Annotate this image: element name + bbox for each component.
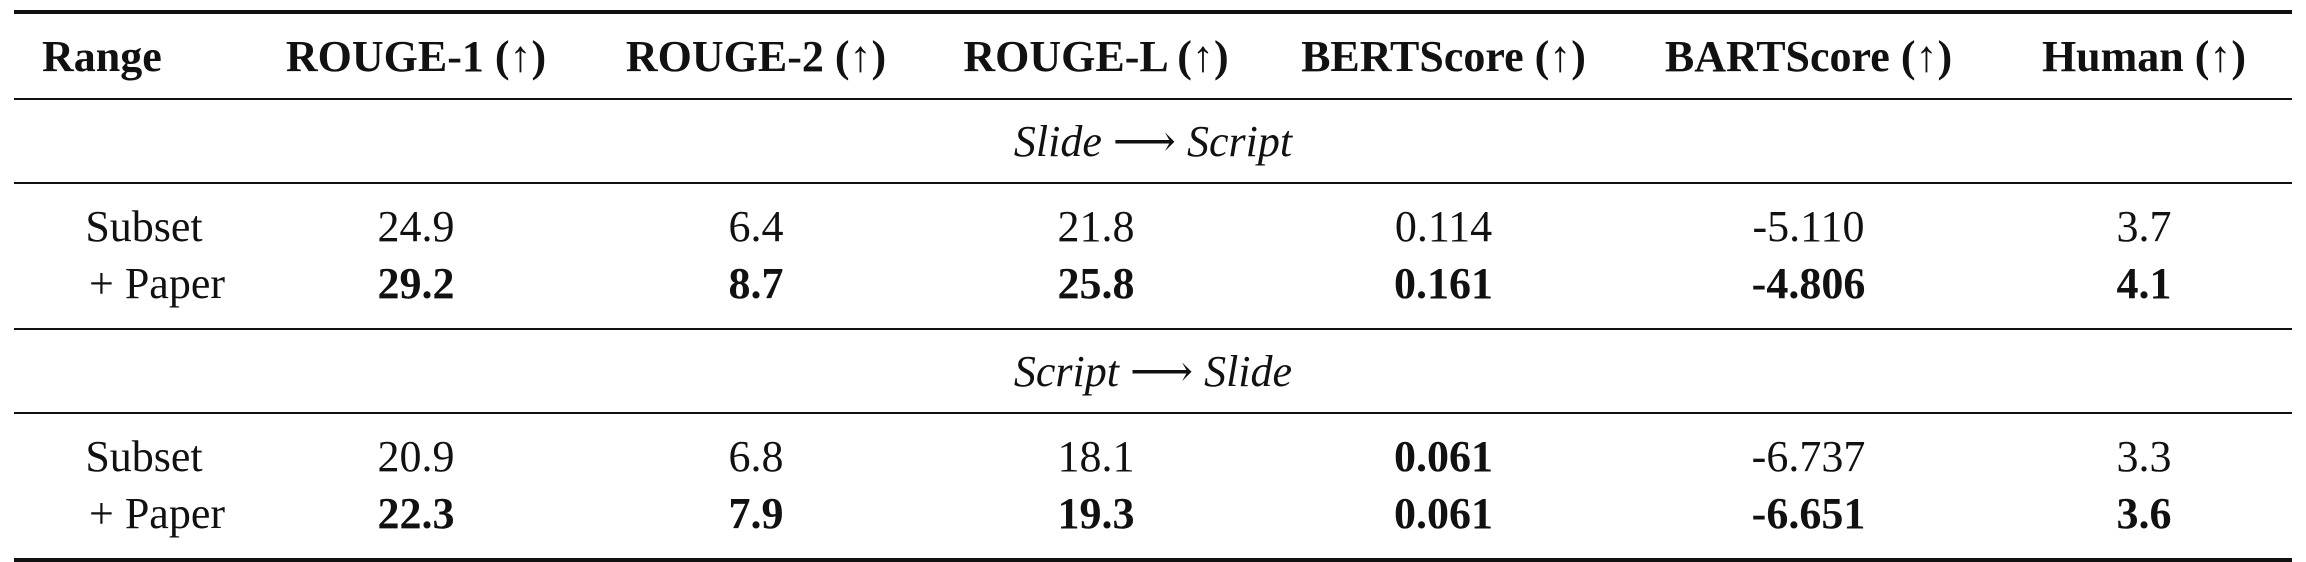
- section-row-slide-to-script: Slide ⟶ Script: [14, 99, 2292, 183]
- table-row: Subset 20.9 6.8 18.1 0.061 -6.737 3.3: [14, 413, 2292, 485]
- rouge-2-cell: 7.9: [728, 489, 784, 538]
- rouge-1-cell: 24.9: [377, 202, 455, 251]
- rouge-l-cell: 25.8: [1057, 259, 1135, 308]
- range-cell: + Paper: [89, 489, 225, 538]
- section-row-script-to-slide: Script ⟶ Slide: [14, 329, 2292, 413]
- header-human: Human (↑): [2041, 31, 2247, 81]
- header-rouge-2: ROUGE-2 (↑): [625, 31, 887, 81]
- header-rouge-1: ROUGE-1 (↑): [285, 31, 547, 81]
- section-title: Script ⟶ Slide: [1013, 346, 1293, 396]
- rouge-l-cell: 19.3: [1057, 489, 1135, 538]
- bertscore-cell: 0.061: [1394, 432, 1493, 481]
- header-bertscore: BERTScore (↑): [1301, 31, 1586, 81]
- rouge-2-cell: 8.7: [728, 259, 784, 308]
- bartscore-cell: -4.806: [1751, 259, 1866, 308]
- rouge-2-cell: 6.8: [728, 432, 784, 481]
- bertscore-cell: 0.161: [1394, 259, 1493, 308]
- human-cell: 3.3: [2116, 432, 2172, 481]
- range-cell: + Paper: [89, 259, 225, 308]
- table-row: + Paper 29.2 8.7 25.8 0.161 -4.806 4.1: [14, 255, 2292, 329]
- header-rouge-l: ROUGE-L (↑): [963, 31, 1229, 81]
- rouge-1-cell: 22.3: [377, 489, 455, 538]
- bartscore-cell: -6.737: [1751, 432, 1866, 481]
- bartscore-cell: -5.110: [1752, 202, 1865, 251]
- rouge-l-cell: 18.1: [1057, 432, 1135, 481]
- bertscore-cell: 0.061: [1394, 489, 1493, 538]
- header-bartscore: BARTScore (↑): [1664, 31, 1953, 81]
- header-range: Range: [42, 31, 162, 81]
- table-row: + Paper 22.3 7.9 19.3 0.061 -6.651 3.6: [14, 485, 2292, 560]
- rouge-l-cell: 21.8: [1057, 202, 1135, 251]
- rouge-1-cell: 20.9: [377, 432, 455, 481]
- rouge-2-cell: 6.4: [728, 202, 784, 251]
- header-row: Range ROUGE-1 (↑) ROUGE-2 (↑) ROUGE-L (↑…: [14, 12, 2292, 99]
- results-table: Range ROUGE-1 (↑) ROUGE-2 (↑) ROUGE-L (↑…: [14, 10, 2292, 562]
- range-cell: Subset: [85, 202, 203, 251]
- bartscore-cell: -6.651: [1751, 489, 1866, 538]
- section-title: Slide ⟶ Script: [1013, 116, 1293, 166]
- bertscore-cell: 0.114: [1394, 202, 1493, 251]
- human-cell: 3.7: [2116, 202, 2172, 251]
- rouge-1-cell: 29.2: [377, 259, 455, 308]
- human-cell: 3.6: [2116, 489, 2172, 538]
- table-row: Subset 24.9 6.4 21.8 0.114 -5.110 3.7: [14, 183, 2292, 255]
- human-cell: 4.1: [2116, 259, 2172, 308]
- range-cell: Subset: [85, 432, 203, 481]
